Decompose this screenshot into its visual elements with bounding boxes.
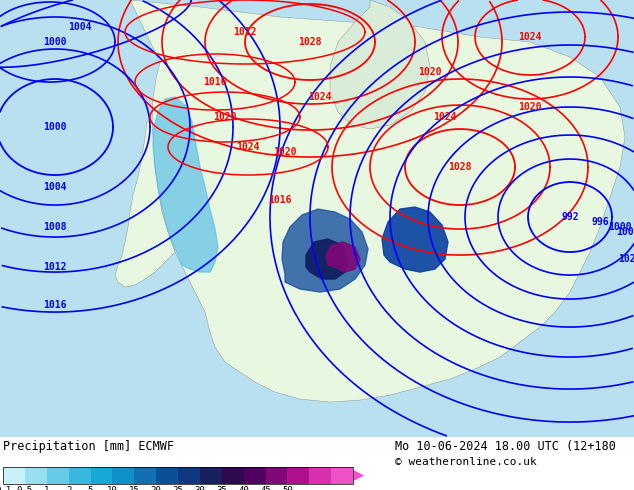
Text: Precipitation [mm] ECMWF: Precipitation [mm] ECMWF	[3, 440, 174, 453]
Text: 1004: 1004	[68, 22, 92, 32]
Text: 1016: 1016	[204, 77, 227, 87]
Text: 1024: 1024	[433, 112, 456, 122]
Bar	[68, 467, 91, 484]
Text: 20: 20	[151, 486, 162, 490]
Bar	[178, 467, 200, 484]
Bar	[3, 467, 25, 484]
Bar	[156, 467, 178, 484]
Text: 1: 1	[44, 486, 49, 490]
Text: 50: 50	[282, 486, 293, 490]
Text: 1004: 1004	[616, 227, 634, 237]
Text: 1020: 1020	[273, 147, 297, 157]
Text: 1012: 1012	[43, 262, 67, 272]
Bar	[309, 467, 331, 484]
Bar	[3, 467, 353, 484]
Text: 1020: 1020	[213, 112, 236, 122]
Bar	[47, 467, 68, 484]
Polygon shape	[153, 97, 218, 272]
Text: © weatheronline.co.uk: © weatheronline.co.uk	[395, 457, 537, 467]
Polygon shape	[282, 209, 368, 292]
Text: 25: 25	[172, 486, 183, 490]
Text: 40: 40	[238, 486, 249, 490]
Bar	[25, 467, 47, 484]
Text: 1000: 1000	[43, 37, 67, 47]
Polygon shape	[306, 239, 348, 279]
Bar	[243, 467, 266, 484]
Text: 1008: 1008	[43, 222, 67, 232]
Text: 30: 30	[195, 486, 205, 490]
Text: 5: 5	[88, 486, 93, 490]
Polygon shape	[326, 242, 360, 272]
Bar	[200, 467, 222, 484]
Text: 2: 2	[66, 486, 71, 490]
Text: 1024: 1024	[308, 92, 332, 102]
Polygon shape	[130, 0, 625, 402]
Text: 1028: 1028	[448, 162, 472, 172]
Polygon shape	[330, 0, 430, 129]
Text: 1004: 1004	[43, 182, 67, 192]
Text: 1016: 1016	[43, 300, 67, 310]
Text: 10: 10	[107, 486, 118, 490]
Text: 0.5: 0.5	[17, 486, 33, 490]
Text: 1020: 1020	[418, 67, 442, 77]
Text: 1024: 1024	[518, 32, 541, 42]
Text: 45: 45	[260, 486, 271, 490]
Bar	[112, 467, 134, 484]
Text: Mo 10-06-2024 18.00 UTC (12+180: Mo 10-06-2024 18.00 UTC (12+180	[395, 440, 616, 453]
Text: 1000: 1000	[43, 122, 67, 132]
Bar	[91, 467, 112, 484]
Bar	[222, 467, 243, 484]
Bar	[287, 467, 309, 484]
Text: 1020: 1020	[618, 254, 634, 264]
Text: 1016: 1016	[268, 195, 292, 205]
Text: 35: 35	[216, 486, 227, 490]
Text: 992: 992	[561, 212, 579, 222]
Text: 1024: 1024	[236, 142, 260, 152]
Text: 1000: 1000	[608, 222, 631, 232]
Bar	[266, 467, 287, 484]
Text: 0.1: 0.1	[0, 486, 11, 490]
Text: 1028: 1028	[298, 37, 321, 47]
Bar	[134, 467, 156, 484]
Text: 1020: 1020	[518, 102, 541, 112]
Text: 996: 996	[591, 217, 609, 227]
Text: 15: 15	[129, 486, 139, 490]
Polygon shape	[115, 122, 175, 287]
Polygon shape	[382, 207, 448, 272]
Text: 1012: 1012	[233, 27, 257, 37]
Bar	[331, 467, 353, 484]
